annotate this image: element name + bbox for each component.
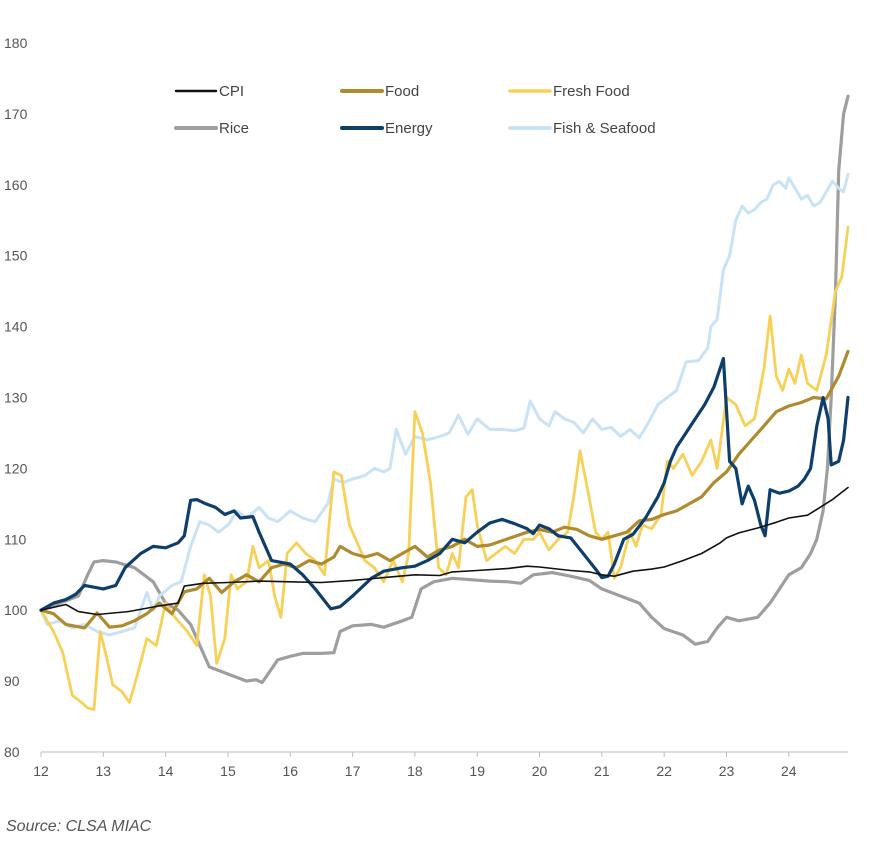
y-tick-label: 170 — [4, 106, 28, 122]
x-tick-label: 22 — [656, 763, 672, 779]
series-line-fish-seafood — [39, 172, 850, 637]
series-layer — [39, 94, 850, 711]
x-tick-label: 18 — [407, 763, 423, 779]
y-tick-label: 160 — [4, 177, 28, 193]
x-tick-label: 24 — [781, 763, 797, 779]
y-tick-label: 110 — [4, 531, 27, 547]
x-tick-label: 14 — [158, 763, 174, 779]
x-tick-label: 20 — [532, 763, 548, 779]
legend-label: CPI — [219, 83, 244, 100]
y-tick-label: 120 — [4, 460, 28, 476]
legend-label: Food — [385, 83, 419, 100]
y-tick-label: 180 — [4, 35, 28, 51]
legend: CPI Food Fresh Food Rice Energy Fish & Seafoo… — [174, 83, 656, 137]
x-tick-label: 15 — [220, 763, 236, 779]
y-tick-label: 90 — [4, 673, 20, 689]
x-tick-label: 16 — [282, 763, 298, 779]
x-tick-label: 21 — [594, 763, 610, 779]
x-tick-label: 17 — [345, 763, 361, 779]
y-tick-label: 130 — [4, 390, 28, 406]
axes: 80 90 100 110 120 130 140 150 160 170 180 12 13 14 15 1… — [4, 35, 848, 779]
y-tick-label: 150 — [4, 248, 28, 264]
y-tick-label: 80 — [4, 744, 20, 760]
legend-label: Fresh Food — [553, 83, 630, 100]
legend-label: Energy — [385, 120, 433, 137]
y-tick-label: 140 — [4, 319, 28, 335]
x-tick-label: 12 — [33, 763, 49, 779]
series-line-rice — [39, 94, 850, 685]
line-chart: 80 90 100 110 120 130 140 150 160 170 180 12 13 14 15 1… — [4, 35, 850, 779]
y-tick-label: 100 — [4, 602, 28, 618]
legend-label: Rice — [219, 120, 249, 137]
legend-label: Fish & Seafood — [553, 120, 656, 137]
x-tick-label: 13 — [96, 763, 112, 779]
x-tick-label: 23 — [719, 763, 735, 779]
x-tick-label: 19 — [469, 763, 485, 779]
series-line-cpi — [40, 486, 849, 616]
source-note: Source: CLSA MIAC — [6, 818, 152, 835]
series-line-fresh-food — [39, 225, 850, 711]
